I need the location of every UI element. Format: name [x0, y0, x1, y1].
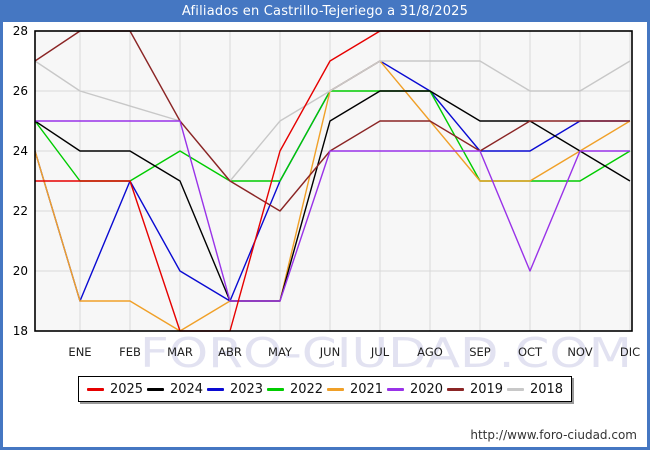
x-tick-label: SEP	[469, 345, 491, 359]
x-tick-label: MAR	[167, 345, 193, 359]
legend-color-dash-2024	[146, 387, 164, 391]
legend-color-dash-2023	[206, 387, 224, 391]
legend-item-2024: 2024	[146, 381, 204, 397]
x-tick-label: AGO	[417, 345, 443, 359]
x-tick-label: OCT	[518, 345, 543, 359]
legend-item-2023: 2023	[206, 381, 264, 397]
series-line-2018	[34, 60, 631, 182]
legend-item-2020: 2020	[386, 381, 444, 397]
x-tick-label: MAY	[268, 345, 293, 359]
x-tick-label: ENE	[68, 345, 91, 359]
x-tick-label: FEB	[119, 345, 141, 359]
legend-item-2019: 2019	[446, 381, 504, 397]
legend-item-2021: 2021	[326, 381, 384, 397]
y-tick-label: 28	[13, 24, 28, 38]
y-tick-label: 18	[13, 324, 28, 338]
chart-legend: 2025 2024 2023 2022 2021 2020 2019 2018	[78, 376, 572, 402]
legend-year-label: 2023	[229, 381, 264, 397]
plot-border	[34, 30, 633, 332]
footer-url[interactable]: http://www.foro-ciudad.com	[470, 428, 637, 442]
x-tick-label: JUL	[370, 345, 390, 359]
legend-color-dash-2020	[386, 387, 404, 391]
legend-year-label: 2019	[469, 381, 504, 397]
legend-year-label: 2024	[169, 381, 204, 397]
x-tick-label: JUN	[319, 345, 340, 359]
y-tick-label: 24	[13, 144, 28, 158]
x-tick-label: NOV	[567, 345, 592, 359]
y-tick-label: 20	[13, 264, 28, 278]
chart-title: Afiliados en Castrillo-Tejeriego a 31/8/…	[181, 3, 469, 19]
legend-year-label: 2020	[409, 381, 444, 397]
watermark-text: FORO-CIUDAD.COM	[140, 329, 632, 377]
legend-color-dash-2019	[446, 387, 464, 391]
legend-color-dash-2025	[86, 387, 104, 391]
legend-item-2025: 2025	[86, 381, 144, 397]
legend-color-dash-2018	[506, 387, 524, 391]
legend-item-2022: 2022	[266, 381, 324, 397]
legend-year-label: 2025	[109, 381, 144, 397]
chart-title-bar: Afiliados en Castrillo-Tejeriego a 31/8/…	[3, 0, 647, 22]
x-tick-label: ABR	[218, 345, 242, 359]
x-tick-label: DIC	[620, 345, 640, 359]
series-line-2020	[35, 120, 630, 302]
legend-color-dash-2022	[266, 387, 284, 391]
legend-item-2018: 2018	[506, 381, 564, 397]
y-tick-label: 26	[13, 84, 28, 98]
legend-color-dash-2021	[326, 387, 344, 391]
legend-year-label: 2022	[289, 381, 324, 397]
y-tick-label: 22	[13, 204, 28, 218]
legend-year-label: 2018	[529, 381, 564, 397]
legend-year-label: 2021	[349, 381, 384, 397]
